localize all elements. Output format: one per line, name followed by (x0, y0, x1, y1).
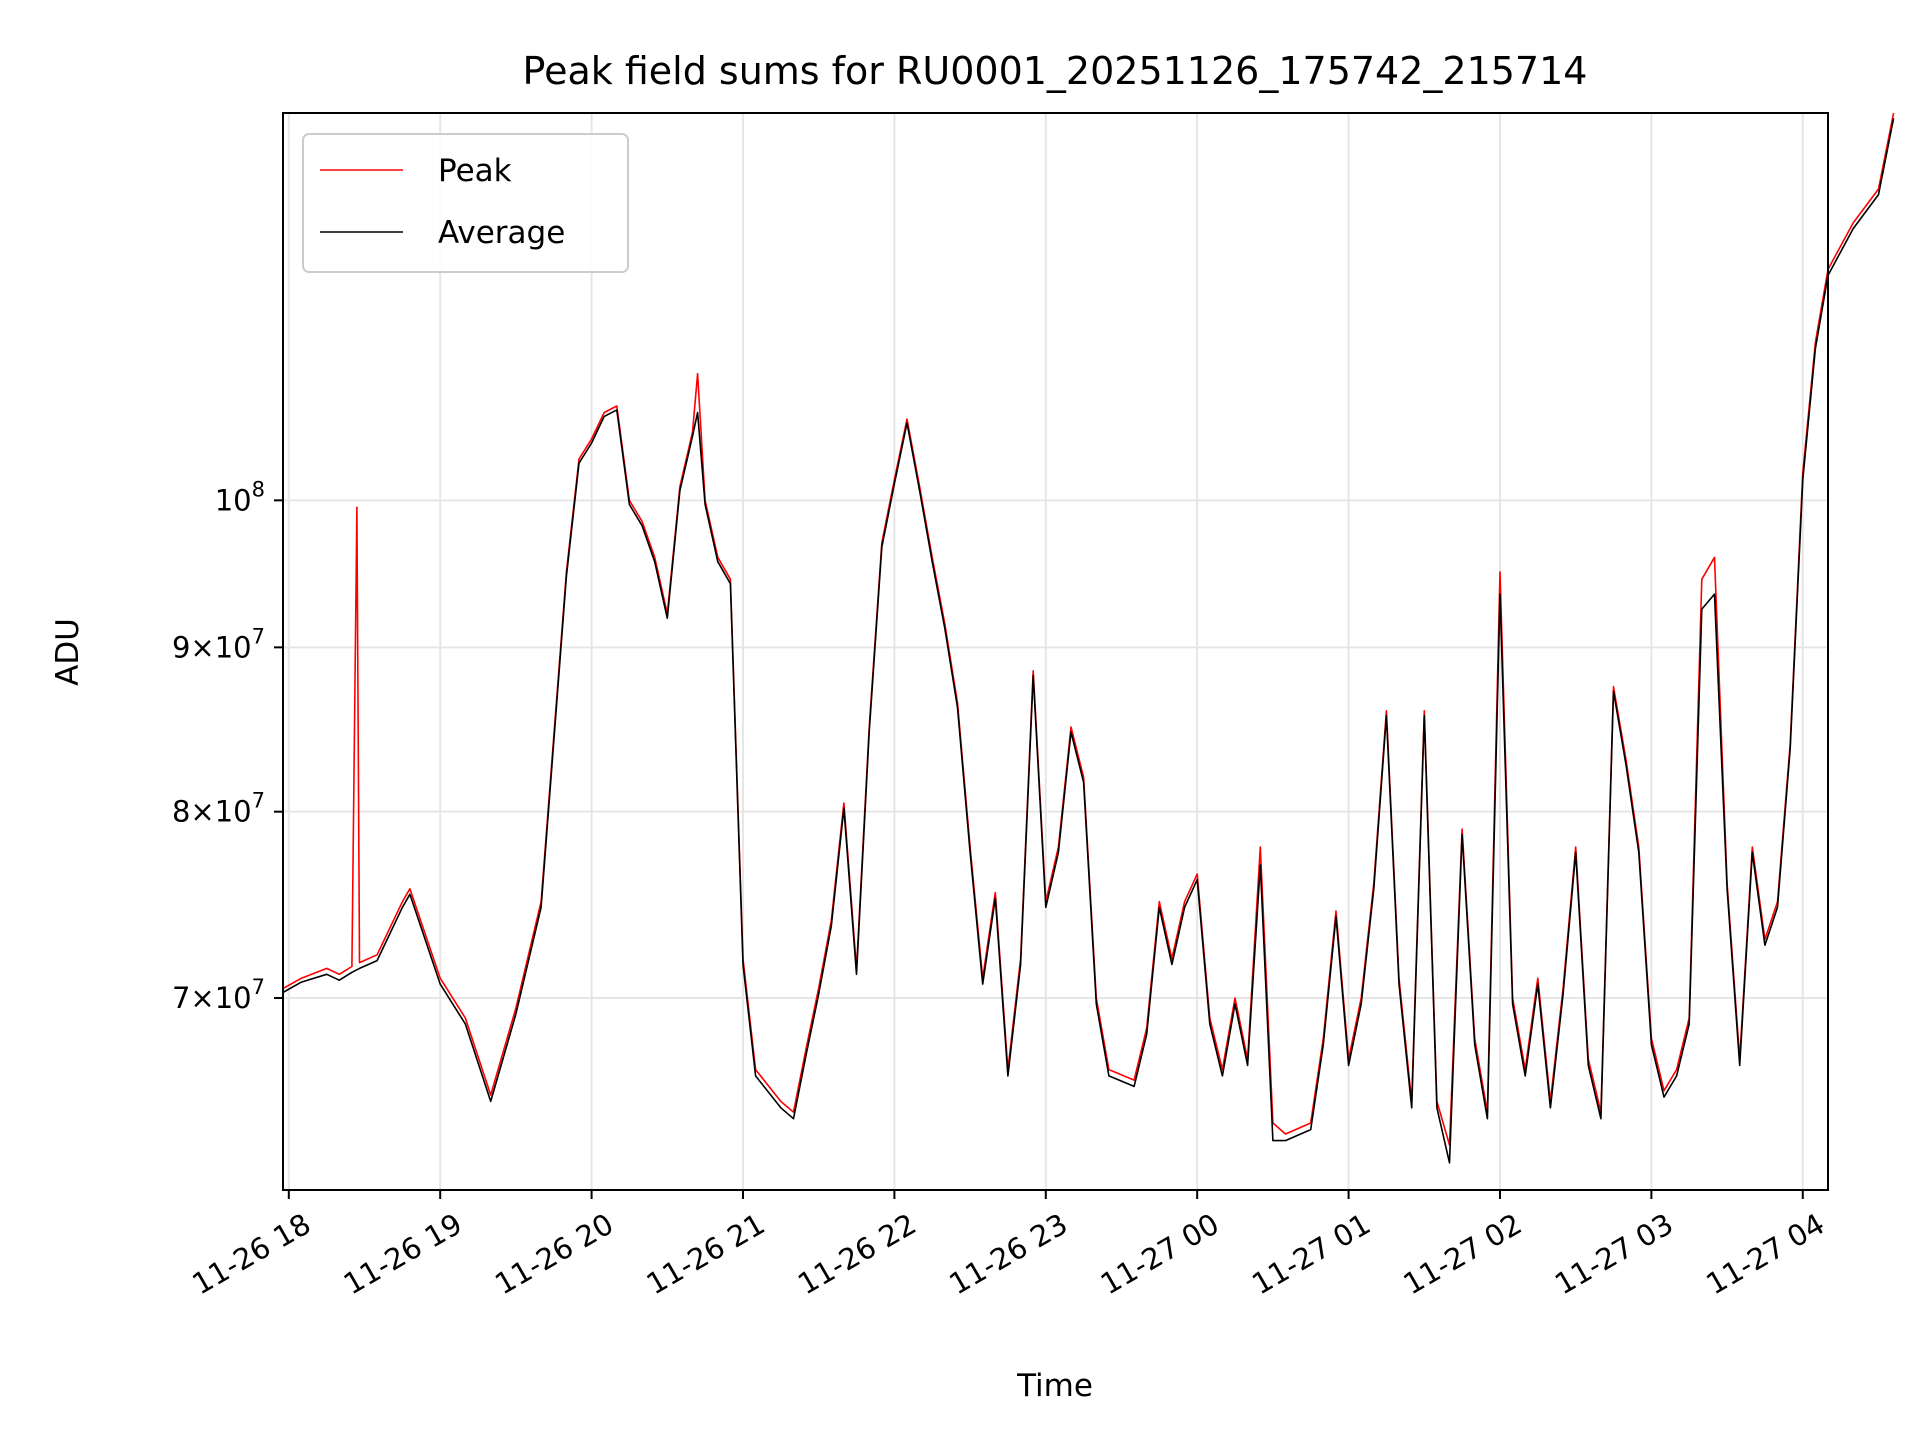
series-line-average (283, 118, 1895, 1164)
x-axis-label: Time (1016, 1368, 1093, 1404)
y-axis-label: ADU (50, 618, 86, 686)
y-axis: 7×107 8×107 9×107 108 (172, 477, 283, 1015)
y-tick-label: 8×107 (172, 789, 265, 829)
grid (283, 113, 1828, 1190)
y-tick-label: 7×107 (172, 975, 265, 1015)
legend-label-peak: Peak (438, 153, 512, 189)
legend: Peak Average (302, 133, 629, 273)
y-tick-label: 9×107 (172, 624, 265, 664)
legend-label-average: Average (438, 215, 565, 251)
plot-frame (282, 112, 1829, 1191)
chart-title: Peak field sums for RU0001_20251126_1757… (523, 49, 1588, 93)
legend-box (302, 133, 629, 273)
y-tick-label: 108 (215, 477, 265, 517)
series-group (283, 112, 1895, 1164)
